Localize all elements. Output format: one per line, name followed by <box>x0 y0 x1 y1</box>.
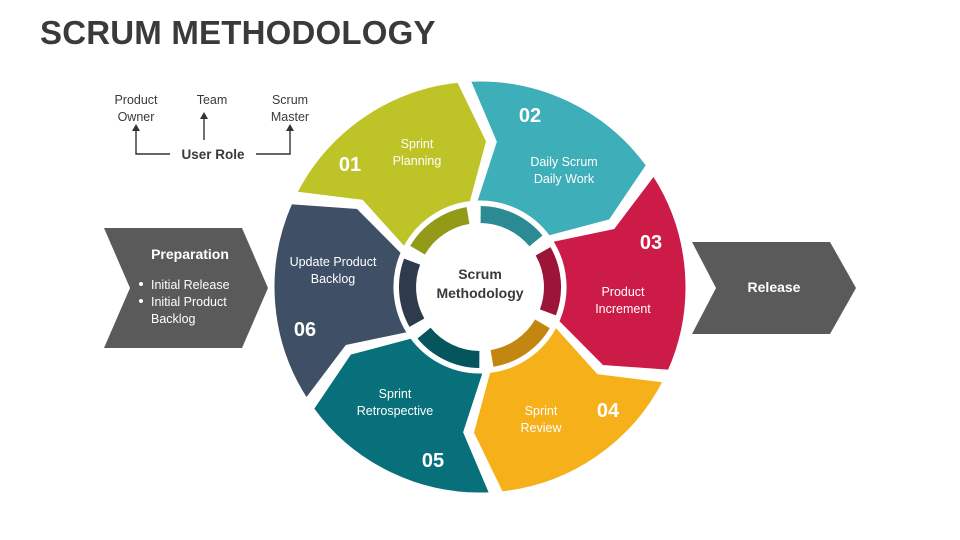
segment-label-sprint-planning-line1: Sprint <box>401 137 434 151</box>
segment-label-sprint-review-line2: Review <box>521 421 563 435</box>
role-scrum-master-line2: Master <box>271 110 309 124</box>
segment-label-sprint-review-line1: Sprint <box>525 404 558 418</box>
bullet-dot <box>139 299 143 303</box>
user-role-arrowheads <box>132 112 294 131</box>
segment-label-product-increment-line2: Increment <box>595 302 651 316</box>
segment-number-01: 01 <box>339 154 361 176</box>
role-team: Team <box>197 93 228 107</box>
center-label-line2: Methodology <box>436 285 523 301</box>
segment-label-sprint-retrospective-line2: Retrospective <box>357 404 433 418</box>
inner-ring <box>398 206 562 368</box>
center-label-line1: Scrum <box>458 266 502 282</box>
segment-update-backlog <box>271 201 411 402</box>
ring-arc-daily-scrum <box>480 206 543 247</box>
connector-scrum-master <box>256 128 291 155</box>
release-label: Release <box>748 279 801 295</box>
user-role-label: User Role <box>181 147 245 162</box>
release-arrow <box>692 242 856 334</box>
segment-labels: Sprint Planning 01 Daily Scrum Daily Work 02 P… <box>290 105 663 472</box>
segment-number-06: 06 <box>294 319 316 341</box>
page-title: SCRUM METHODOLOGY <box>40 14 436 51</box>
segment-product-increment <box>549 172 689 373</box>
segment-label-product-increment-line1: Product <box>601 285 645 299</box>
role-product-owner-line2: Owner <box>118 110 155 124</box>
bullet-dot <box>139 282 143 286</box>
arrowhead-scrum-master <box>286 124 294 131</box>
preparation-bullet-2-line2: Backlog <box>151 312 196 326</box>
segment-number-03: 03 <box>640 232 662 254</box>
ring-arc-sprint-retrospective <box>417 327 480 368</box>
ring-arc-update-backlog <box>398 258 425 327</box>
preparation-bullet-1: Initial Release <box>151 278 230 292</box>
preparation-bullet-2-line1: Initial Product <box>151 295 227 309</box>
segment-label-daily-scrum-line2: Daily Work <box>534 172 595 186</box>
ring-arc-sprint-review <box>490 319 550 367</box>
segment-sprint-review <box>470 324 666 495</box>
segment-daily-scrum <box>467 78 649 239</box>
segment-sprint-retrospective <box>311 335 493 496</box>
segment-label-update-backlog-line1: Update Product <box>290 255 377 269</box>
segment-label-update-backlog-line2: Backlog <box>311 272 356 286</box>
arrowhead-team <box>200 112 208 119</box>
role-product-owner-line1: Product <box>114 93 158 107</box>
segment-number-02: 02 <box>519 105 541 127</box>
segment-label-sprint-retrospective-line1: Sprint <box>379 387 412 401</box>
preparation-heading: Preparation <box>151 246 229 262</box>
segment-label-daily-scrum-line1: Daily Scrum <box>530 155 597 169</box>
ring-arc-sprint-planning <box>410 207 470 255</box>
user-role-tree <box>135 116 291 155</box>
segment-sprint-planning <box>294 79 490 250</box>
segment-label-sprint-planning-line2: Planning <box>393 154 442 168</box>
arrowhead-product-owner <box>132 124 140 131</box>
segment-number-04: 04 <box>597 400 620 422</box>
preparation-arrow <box>104 228 268 348</box>
segment-number-05: 05 <box>422 450 444 472</box>
connector-product-owner <box>135 128 170 155</box>
role-scrum-master-line1: Scrum <box>272 93 308 107</box>
ring-arc-product-increment <box>535 247 562 316</box>
cycle-segments <box>271 78 689 496</box>
